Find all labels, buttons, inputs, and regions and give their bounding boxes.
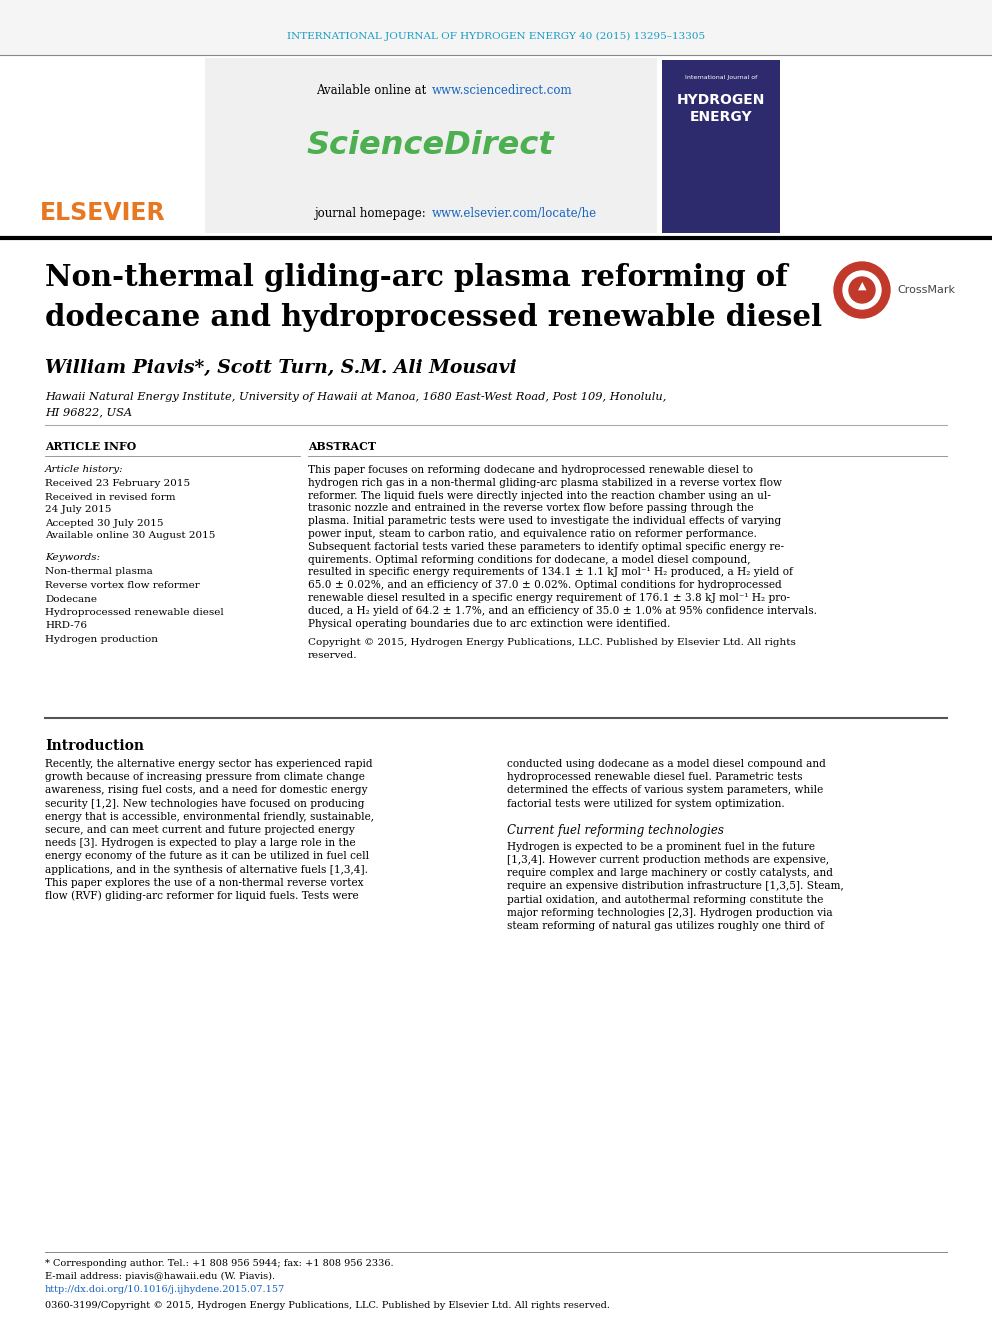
Text: Reverse vortex flow reformer: Reverse vortex flow reformer [45, 581, 199, 590]
Text: Non-thermal plasma: Non-thermal plasma [45, 568, 153, 577]
Text: determined the effects of various system parameters, while: determined the effects of various system… [507, 786, 823, 795]
Bar [662, 60, 780, 233]
Text: ScienceDirect: ScienceDirect [307, 130, 554, 160]
Text: http://dx.doi.org/10.1016/j.ijhydene.2015.07.157: http://dx.doi.org/10.1016/j.ijhydene.201… [45, 1285, 286, 1294]
Text: INTERNATIONAL JOURNAL OF HYDROGEN ENERGY 40 (2015) 13295–13305: INTERNATIONAL JOURNAL OF HYDROGEN ENERGY… [287, 32, 705, 41]
Text: reformer. The liquid fuels were directly injected into the reaction chamber usin: reformer. The liquid fuels were directly… [308, 491, 771, 500]
Text: E-mail address: piavis@hawaii.edu (W. Piavis).: E-mail address: piavis@hawaii.edu (W. Pi… [45, 1271, 275, 1281]
Text: energy economy of the future as it can be utilized in fuel cell: energy economy of the future as it can b… [45, 852, 369, 861]
Text: HRD-76: HRD-76 [45, 622, 87, 631]
Text: Hydrogen production: Hydrogen production [45, 635, 158, 644]
Text: power input, steam to carbon ratio, and equivalence ratio on reformer performanc: power input, steam to carbon ratio, and … [308, 529, 757, 538]
Text: reserved.: reserved. [308, 651, 357, 660]
Text: CrossMark: CrossMark [897, 284, 955, 295]
Text: energy that is accessible, environmental friendly, sustainable,: energy that is accessible, environmental… [45, 812, 374, 822]
Text: Hydrogen is expected to be a prominent fuel in the future: Hydrogen is expected to be a prominent f… [507, 841, 815, 852]
Text: Introduction: Introduction [45, 740, 144, 753]
Text: Hawaii Natural Energy Institute, University of Hawaii at Manoa, 1680 East-West R: Hawaii Natural Energy Institute, Univers… [45, 392, 667, 402]
Text: 24 July 2015: 24 July 2015 [45, 505, 111, 515]
Text: Received in revised form: Received in revised form [45, 492, 176, 501]
Text: applications, and in the synthesis of alternative fuels [1,3,4].: applications, and in the synthesis of al… [45, 865, 368, 875]
Text: renewable diesel resulted in a specific energy requirement of 176.1 ± 3.8 kJ mol: renewable diesel resulted in a specific … [308, 593, 790, 603]
Text: ▲: ▲ [858, 280, 866, 291]
Text: www.elsevier.com/locate/he: www.elsevier.com/locate/he [432, 206, 597, 220]
Text: trasonic nozzle and entrained in the reverse vortex flow before passing through : trasonic nozzle and entrained in the rev… [308, 503, 754, 513]
Bar [205, 58, 657, 233]
Text: Hydroprocessed renewable diesel: Hydroprocessed renewable diesel [45, 609, 224, 617]
Text: Accepted 30 July 2015: Accepted 30 July 2015 [45, 519, 164, 528]
Text: require complex and large machinery or costly catalysts, and: require complex and large machinery or c… [507, 868, 833, 878]
Text: HYDROGEN: HYDROGEN [677, 93, 765, 107]
Text: International Journal of: International Journal of [684, 75, 757, 81]
Text: plasma. Initial parametric tests were used to investigate the individual effects: plasma. Initial parametric tests were us… [308, 516, 782, 527]
Bar [20, 62, 203, 228]
Text: needs [3]. Hydrogen is expected to play a large role in the: needs [3]. Hydrogen is expected to play … [45, 839, 355, 848]
Text: Available online 30 August 2015: Available online 30 August 2015 [45, 532, 215, 541]
Text: Article history:: Article history: [45, 466, 124, 475]
Text: security [1,2]. New technologies have focused on producing: security [1,2]. New technologies have fo… [45, 799, 364, 808]
Text: Recently, the alternative energy sector has experienced rapid: Recently, the alternative energy sector … [45, 759, 373, 769]
Circle shape [849, 277, 875, 303]
Text: duced, a H₂ yield of 64.2 ± 1.7%, and an efficiency of 35.0 ± 1.0% at 95% confid: duced, a H₂ yield of 64.2 ± 1.7%, and an… [308, 606, 817, 615]
Text: growth because of increasing pressure from climate change: growth because of increasing pressure fr… [45, 773, 365, 782]
Text: This paper focuses on reforming dodecane and hydroprocessed renewable diesel to: This paper focuses on reforming dodecane… [308, 464, 753, 475]
Text: secure, and can meet current and future projected energy: secure, and can meet current and future … [45, 826, 355, 835]
Text: ARTICLE INFO: ARTICLE INFO [45, 441, 136, 451]
Circle shape [843, 271, 881, 310]
Text: conducted using dodecane as a model diesel compound and: conducted using dodecane as a model dies… [507, 759, 826, 769]
Text: 0360-3199/Copyright © 2015, Hydrogen Energy Publications, LLC. Published by Else: 0360-3199/Copyright © 2015, Hydrogen Ene… [45, 1301, 610, 1310]
Circle shape [834, 262, 890, 318]
Text: Current fuel reforming technologies: Current fuel reforming technologies [507, 824, 724, 837]
Text: Non-thermal gliding-arc plasma reforming of: Non-thermal gliding-arc plasma reforming… [45, 263, 788, 292]
Text: factorial tests were utilized for system optimization.: factorial tests were utilized for system… [507, 799, 785, 808]
Text: flow (RVF) gliding-arc reformer for liquid fuels. Tests were: flow (RVF) gliding-arc reformer for liqu… [45, 890, 359, 901]
Text: This paper explores the use of a non-thermal reverse vortex: This paper explores the use of a non-the… [45, 877, 363, 888]
Text: hydroprocessed renewable diesel fuel. Parametric tests: hydroprocessed renewable diesel fuel. Pa… [507, 773, 803, 782]
Text: Copyright © 2015, Hydrogen Energy Publications, LLC. Published by Elsevier Ltd. : Copyright © 2015, Hydrogen Energy Public… [308, 638, 796, 647]
Text: Physical operating boundaries due to arc extinction were identified.: Physical operating boundaries due to arc… [308, 619, 671, 628]
Text: awareness, rising fuel costs, and a need for domestic energy: awareness, rising fuel costs, and a need… [45, 786, 367, 795]
Text: Available online at: Available online at [316, 83, 430, 97]
Text: dodecane and hydroprocessed renewable diesel: dodecane and hydroprocessed renewable di… [45, 303, 822, 332]
Text: major reforming technologies [2,3]. Hydrogen production via: major reforming technologies [2,3]. Hydr… [507, 908, 832, 918]
Text: William Piavis*, Scott Turn, S.M. Ali Mousavi: William Piavis*, Scott Turn, S.M. Ali Mo… [45, 359, 517, 377]
Text: ABSTRACT: ABSTRACT [308, 441, 376, 451]
Text: steam reforming of natural gas utilizes roughly one third of: steam reforming of natural gas utilizes … [507, 921, 824, 931]
Text: HI 96822, USA: HI 96822, USA [45, 407, 132, 417]
Text: ELSEVIER: ELSEVIER [41, 201, 166, 225]
Text: www.sciencedirect.com: www.sciencedirect.com [432, 83, 572, 97]
Text: partial oxidation, and autothermal reforming constitute the: partial oxidation, and autothermal refor… [507, 894, 823, 905]
Text: Keywords:: Keywords: [45, 553, 100, 562]
Text: quirements. Optimal reforming conditions for dodecane, a model diesel compound,: quirements. Optimal reforming conditions… [308, 554, 751, 565]
Text: 65.0 ± 0.02%, and an efficiency of 37.0 ± 0.02%. Optimal conditions for hydropro: 65.0 ± 0.02%, and an efficiency of 37.0 … [308, 581, 782, 590]
Text: * Corresponding author. Tel.: +1 808 956 5944; fax: +1 808 956 2336.: * Corresponding author. Tel.: +1 808 956… [45, 1258, 394, 1267]
Text: ENERGY: ENERGY [689, 110, 752, 124]
Text: Subsequent factorial tests varied these parameters to identify optimal specific : Subsequent factorial tests varied these … [308, 542, 784, 552]
Text: Dodecane: Dodecane [45, 594, 97, 603]
Bar [0, 0, 992, 56]
Text: resulted in specific energy requirements of 134.1 ± 1.1 kJ mol⁻¹ H₂ produced, a : resulted in specific energy requirements… [308, 568, 793, 577]
Text: [1,3,4]. However current production methods are expensive,: [1,3,4]. However current production meth… [507, 855, 829, 865]
Text: require an expensive distribution infrastructure [1,3,5]. Steam,: require an expensive distribution infras… [507, 881, 844, 892]
Text: Received 23 February 2015: Received 23 February 2015 [45, 479, 190, 488]
Text: hydrogen rich gas in a non-thermal gliding-arc plasma stabilized in a reverse vo: hydrogen rich gas in a non-thermal glidi… [308, 478, 782, 488]
Text: journal homepage:: journal homepage: [314, 206, 430, 220]
